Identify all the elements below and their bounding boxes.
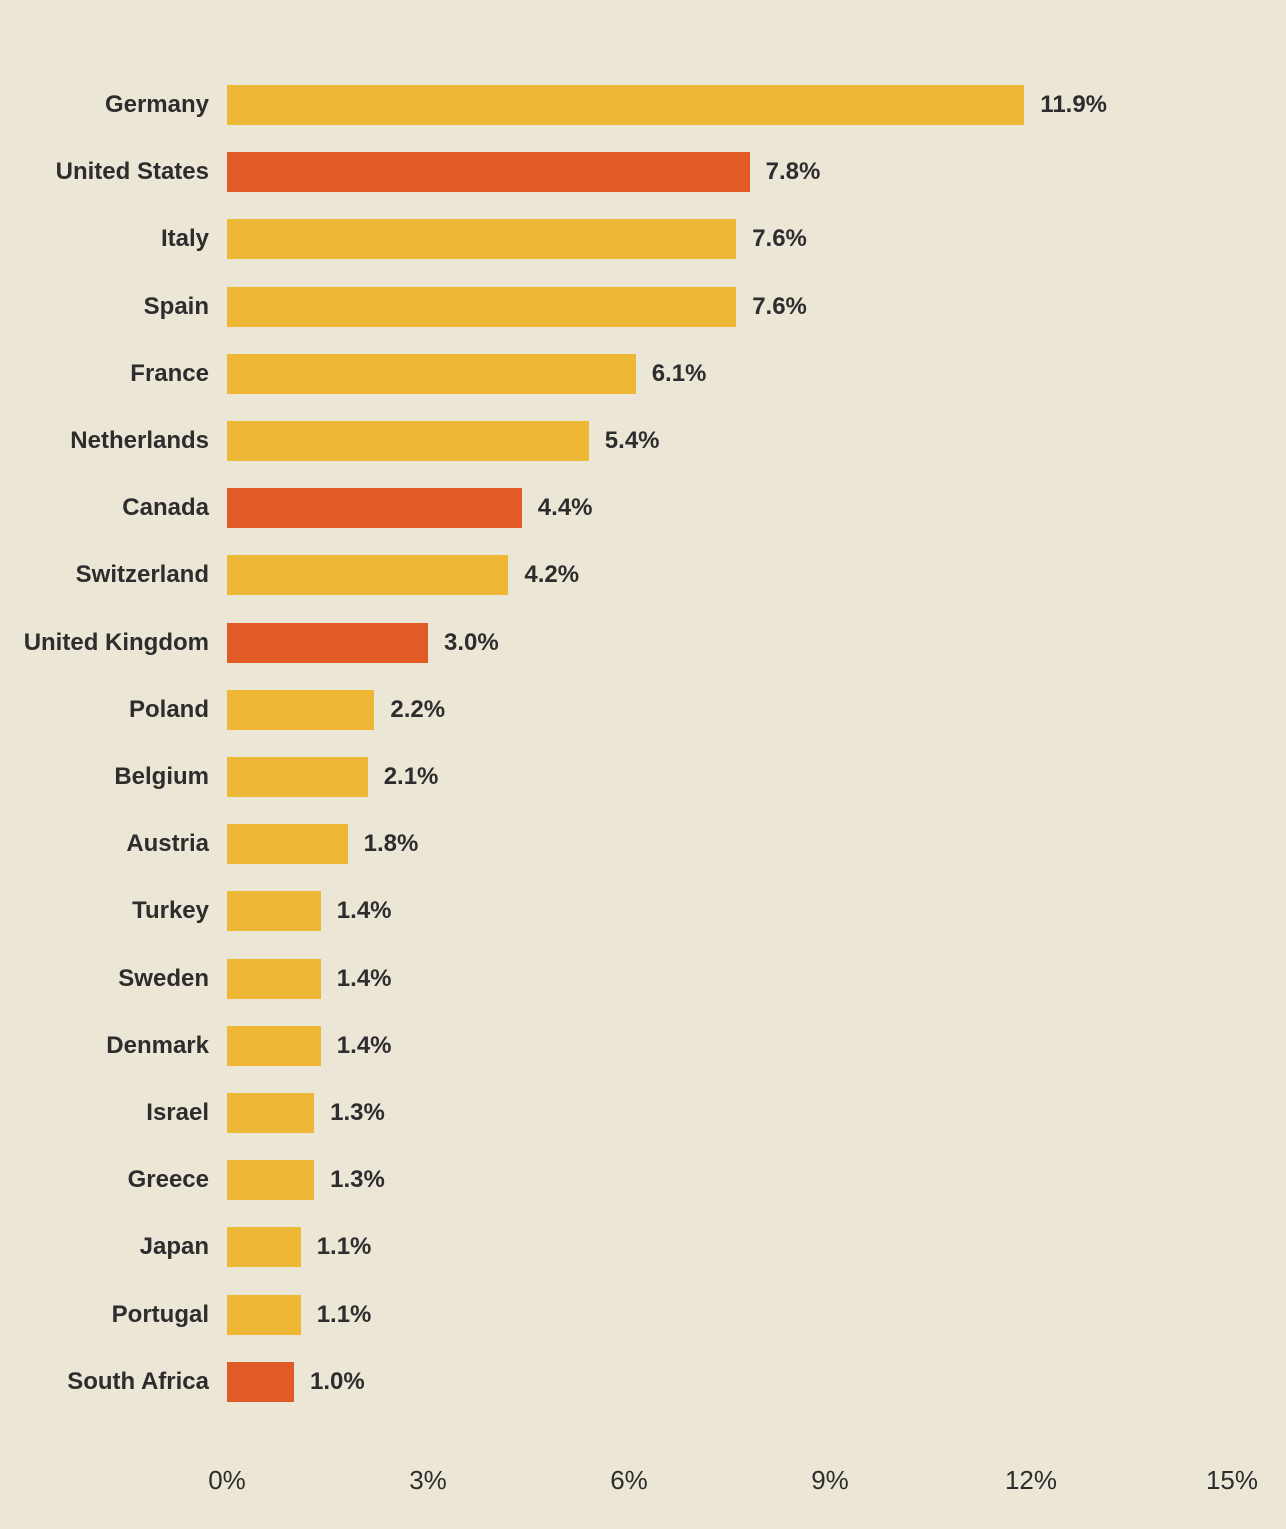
value-label: 7.6%	[752, 225, 807, 253]
y-axis-label: Turkey	[132, 897, 209, 925]
bar-row	[227, 623, 1232, 663]
bar	[227, 1160, 314, 1200]
y-axis-label: Canada	[122, 494, 209, 522]
y-axis-label: Denmark	[106, 1032, 209, 1060]
bar-row	[227, 287, 1232, 327]
value-label: 4.2%	[524, 561, 579, 589]
bar-row	[227, 1227, 1232, 1267]
bar	[227, 488, 522, 528]
value-label: 1.3%	[330, 1099, 385, 1127]
bar-row	[227, 690, 1232, 730]
value-label: 6.1%	[652, 360, 707, 388]
value-label: 7.8%	[766, 158, 821, 186]
bar	[227, 757, 368, 797]
y-axis-label: Germany	[105, 91, 209, 119]
value-label: 4.4%	[538, 494, 593, 522]
bar	[227, 1026, 321, 1066]
value-label: 1.0%	[310, 1368, 365, 1396]
bar	[227, 555, 508, 595]
bar-row	[227, 555, 1232, 595]
bar-row	[227, 421, 1232, 461]
bar	[227, 85, 1024, 125]
y-axis-label: Belgium	[114, 763, 209, 791]
value-label: 1.1%	[317, 1233, 372, 1261]
y-axis-label: Italy	[161, 225, 209, 253]
bar	[227, 1227, 301, 1267]
bar	[227, 1362, 294, 1402]
value-label: 11.9%	[1040, 91, 1107, 119]
bar	[227, 623, 428, 663]
y-axis-label: United States	[56, 158, 209, 186]
value-label: 2.1%	[384, 763, 439, 791]
bar-row	[227, 488, 1232, 528]
y-axis-label: South Africa	[67, 1368, 209, 1396]
bar-row	[227, 1362, 1232, 1402]
value-label: 5.4%	[605, 427, 660, 455]
value-label: 1.4%	[337, 897, 392, 925]
value-label: 7.6%	[752, 293, 807, 321]
y-axis-label: Sweden	[118, 965, 209, 993]
y-axis-label: Poland	[129, 696, 209, 724]
y-axis-label: Switzerland	[76, 561, 209, 589]
y-axis-label: Austria	[126, 830, 209, 858]
x-axis-tick-label: 15%	[1192, 1465, 1272, 1496]
country-percentage-bar-chart: Germany 11.9% United States 7.8% Italy 7.6% Sp…	[0, 0, 1286, 1529]
bar	[227, 287, 736, 327]
value-label: 1.3%	[330, 1166, 385, 1194]
value-label: 1.4%	[337, 1032, 392, 1060]
y-axis-label: Greece	[128, 1166, 209, 1194]
x-axis-tick-label: 3%	[388, 1465, 468, 1496]
x-axis-tick-label: 12%	[991, 1465, 1071, 1496]
value-label: 1.8%	[364, 830, 419, 858]
y-axis-label: Spain	[144, 293, 209, 321]
bar-row	[227, 1295, 1232, 1335]
bar	[227, 891, 321, 931]
bar	[227, 152, 750, 192]
bar	[227, 824, 348, 864]
y-axis-label: Portugal	[112, 1301, 209, 1329]
value-label: 2.2%	[390, 696, 445, 724]
bar	[227, 421, 589, 461]
y-axis-label: Israel	[146, 1099, 209, 1127]
bar	[227, 354, 636, 394]
bar-row	[227, 354, 1232, 394]
bar	[227, 959, 321, 999]
x-axis-tick-label: 9%	[790, 1465, 870, 1496]
x-axis-tick-label: 6%	[589, 1465, 669, 1496]
plot-area	[227, 85, 1232, 1429]
bar	[227, 219, 736, 259]
bar	[227, 1093, 314, 1133]
bar-row	[227, 152, 1232, 192]
y-axis-label: Japan	[140, 1233, 209, 1261]
x-axis-tick-label: 0%	[187, 1465, 267, 1496]
value-label: 1.1%	[317, 1301, 372, 1329]
y-axis-label: United Kingdom	[24, 629, 209, 657]
value-label: 1.4%	[337, 965, 392, 993]
bar-row	[227, 757, 1232, 797]
y-axis-label: Netherlands	[70, 427, 209, 455]
value-label: 3.0%	[444, 629, 499, 657]
bar	[227, 1295, 301, 1335]
y-axis-label: France	[130, 360, 209, 388]
bar	[227, 690, 374, 730]
bar-row	[227, 219, 1232, 259]
